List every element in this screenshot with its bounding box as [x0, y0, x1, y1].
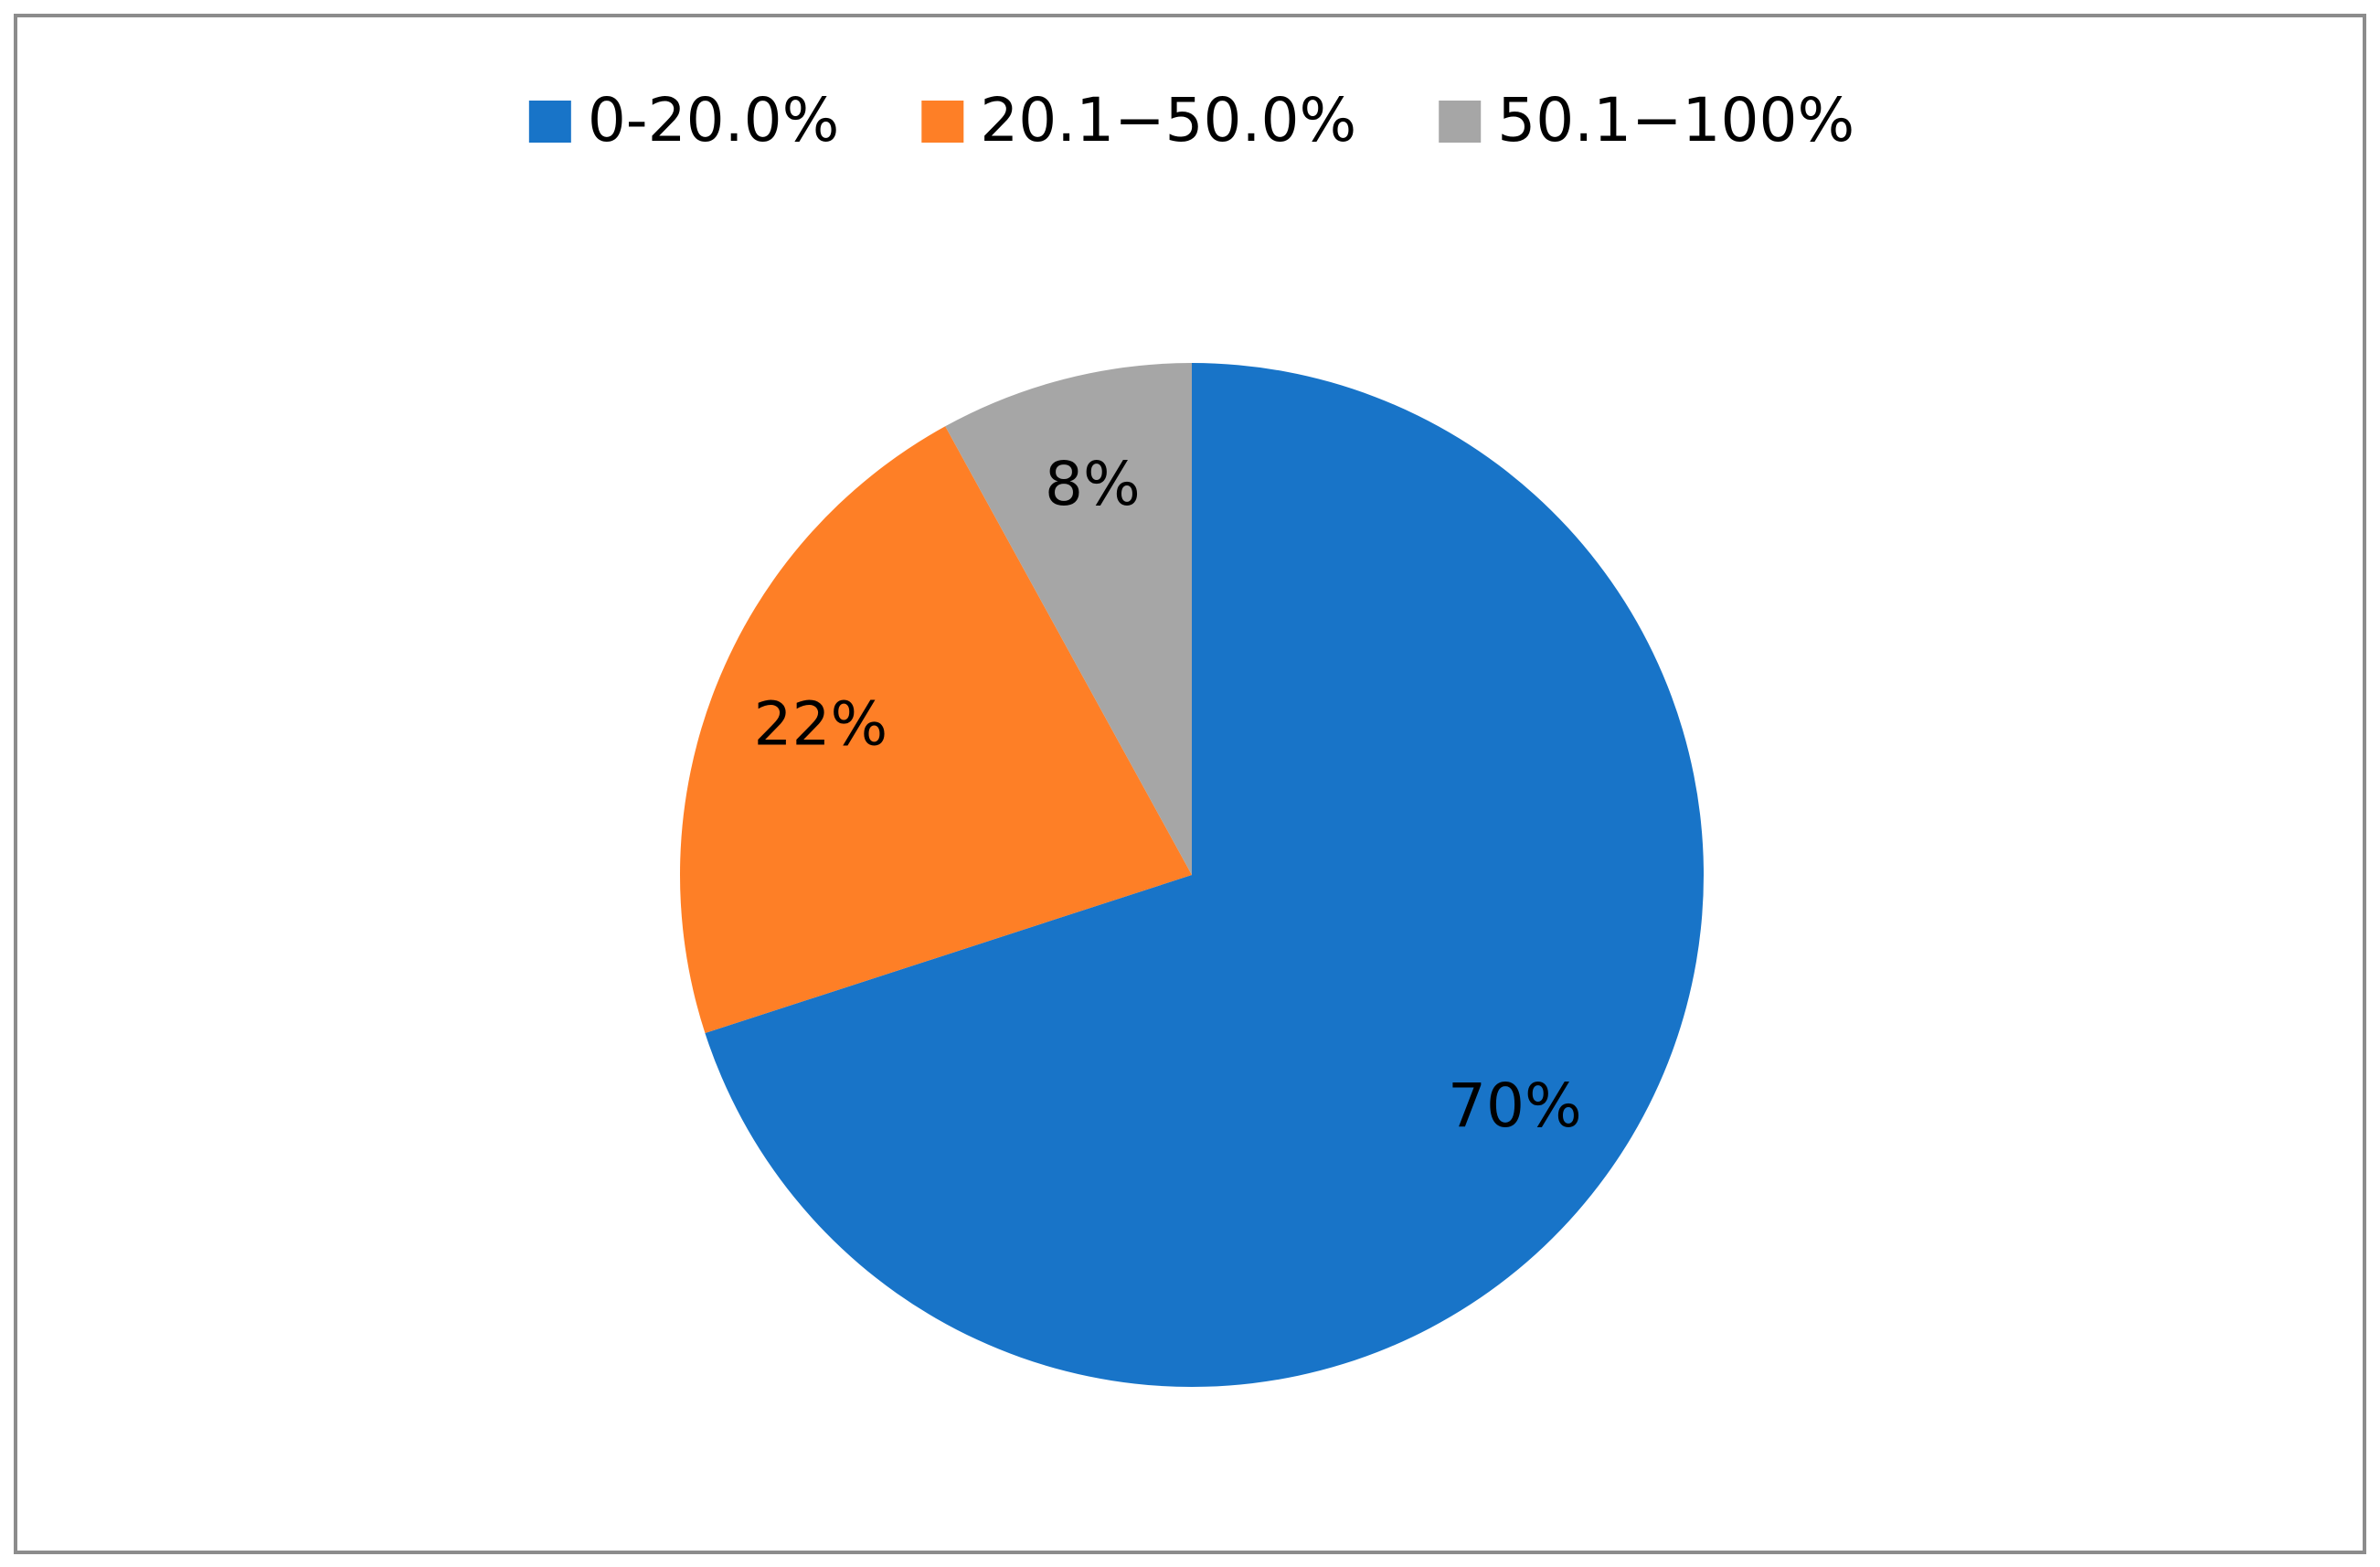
data-label: 8% [1045, 449, 1141, 519]
legend-swatch [1439, 101, 1482, 143]
data-label: 70% [1448, 1071, 1582, 1141]
legend-label: 20.1−50.0% [980, 85, 1356, 155]
legend-swatch [528, 101, 571, 143]
legend-label: 50.1−100% [1497, 85, 1854, 155]
data-label: 22% [754, 688, 888, 759]
legend-swatch [921, 101, 964, 143]
legend-label: 0-20.0% [588, 85, 839, 155]
pie-slice [945, 363, 1192, 875]
pie-slice [705, 363, 1704, 1387]
pie-slice [679, 426, 1192, 1034]
